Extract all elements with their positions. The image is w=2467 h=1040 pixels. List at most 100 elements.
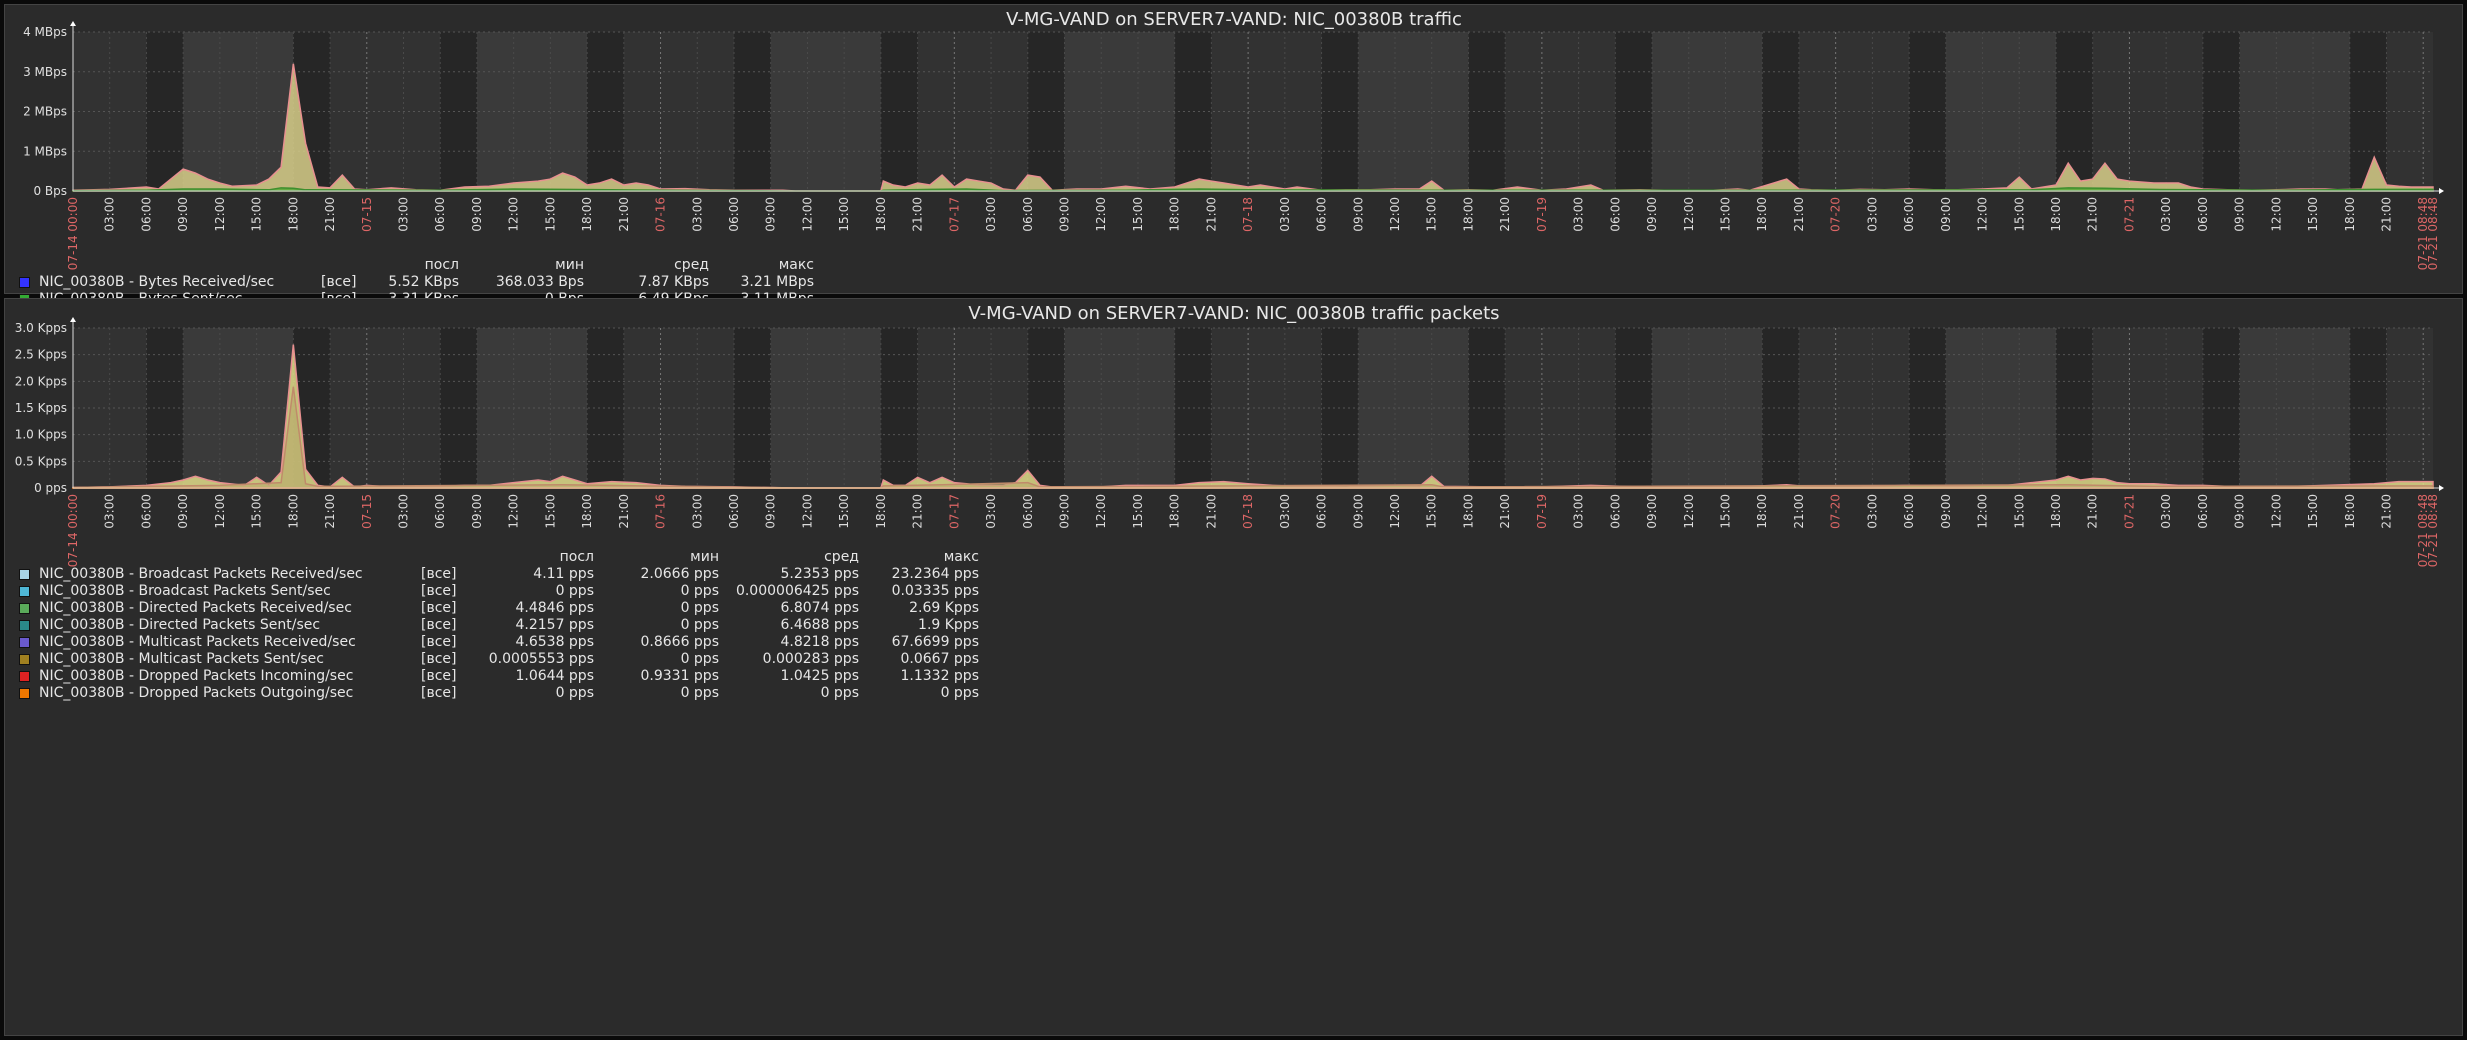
x-hour-label: 12:00: [2269, 494, 2283, 529]
y-tick-label: 0.5 Kpps: [15, 454, 67, 468]
legend-value-last: 4.6538 pps: [515, 634, 594, 650]
x-axis-arrow: [2439, 485, 2444, 491]
x-hour-label: 12:00: [2269, 197, 2283, 232]
legend-scope: [все]: [421, 566, 457, 582]
legend-series-name: NIC_00380B - Broadcast Packets Received/…: [39, 566, 363, 582]
legend-series-name: NIC_00380B - Dropped Packets Outgoing/se…: [39, 685, 354, 701]
x-hour-label: 09:00: [764, 197, 778, 232]
x-hour-label: 15:00: [1131, 494, 1145, 529]
legend-header: посл: [424, 257, 459, 273]
x-hour-label: 15:00: [837, 197, 851, 232]
legend-value-min: 0 pps: [680, 583, 719, 599]
legend-series-name: NIC_00380B - Broadcast Packets Sent/sec: [39, 583, 331, 599]
x-hour-label: 12:00: [507, 197, 521, 232]
x-hour-label: 21:00: [617, 494, 631, 529]
x-hour-label: 09:00: [176, 197, 190, 232]
x-date-label: 07-17: [947, 494, 961, 529]
x-hour-label: 15:00: [837, 494, 851, 529]
x-hour-label: 06:00: [727, 494, 741, 529]
legend-value-min: 0 pps: [680, 600, 719, 616]
x-hour-label: 03:00: [1865, 197, 1879, 232]
x-hour-label: 12:00: [1388, 197, 1402, 232]
y-axis-arrow: [70, 317, 76, 322]
x-hour-label: 21:00: [1792, 494, 1806, 529]
x-hour-label: 09:00: [1057, 197, 1071, 232]
x-hour-label: 03:00: [1572, 197, 1586, 232]
x-hour-label: 18:00: [1755, 197, 1769, 232]
x-hour-label: 15:00: [1131, 197, 1145, 232]
legend-value-avg: 0 pps: [820, 685, 859, 701]
legend-scope: [все]: [421, 600, 457, 616]
x-hour-label: 03:00: [690, 494, 704, 529]
legend-header: макс: [943, 549, 979, 565]
x-hour-label: 12:00: [507, 494, 521, 529]
x-hour-label: 21:00: [323, 494, 337, 529]
x-hour-label: 12:00: [800, 197, 814, 232]
x-hour-label: 15:00: [250, 494, 264, 529]
legend-value-max: 2.69 Kpps: [909, 600, 979, 616]
legend-value-avg: 6.4688 pps: [780, 617, 859, 633]
legend-swatch: [19, 620, 30, 631]
x-date-label: 07-16: [654, 494, 668, 529]
x-hour-label: 21:00: [1204, 494, 1218, 529]
x-hour-label: 06:00: [727, 197, 741, 232]
legend-scope: [все]: [421, 583, 457, 599]
legend-series-name: NIC_00380B - Directed Packets Sent/sec: [39, 617, 321, 633]
x-date-label: 07-15: [360, 197, 374, 232]
legend-series-name: NIC_00380B - Dropped Packets Incoming/se…: [39, 668, 354, 684]
x-hour-label: 15:00: [2012, 494, 2026, 529]
x-hour-label: 12:00: [1682, 494, 1696, 529]
legend-value-last: 1.0644 pps: [515, 668, 594, 684]
legend-value-last: 4.11 pps: [533, 566, 594, 582]
x-hour-label: 12:00: [1682, 197, 1696, 232]
x-date-label: 07-18: [1241, 494, 1255, 529]
legend-series-name: NIC_00380B - Multicast Packets Received/…: [39, 634, 356, 650]
x-hour-label: 03:00: [1572, 494, 1586, 529]
x-hour-label: 12:00: [800, 494, 814, 529]
x-date-label: 07-19: [1535, 494, 1549, 529]
x-hour-label: 03:00: [1278, 197, 1292, 232]
x-hour-label: 18:00: [2049, 197, 2063, 232]
x-hour-label: 15:00: [1425, 197, 1439, 232]
x-hour-label: 03:00: [103, 197, 117, 232]
x-hour-label: 21:00: [1204, 197, 1218, 232]
x-hour-label: 21:00: [2379, 197, 2393, 232]
packets-chart: V-MG-VAND on SERVER7-VAND: NIC_00380B tr…: [15, 303, 2444, 567]
legend-value-max: 0.03335 pps: [891, 583, 979, 599]
x-hour-label: 09:00: [176, 494, 190, 529]
legend-value-max: 0 pps: [940, 685, 979, 701]
y-tick-label: 2.0 Kpps: [15, 374, 67, 388]
y-tick-label: 1.5 Kpps: [15, 401, 67, 415]
legend-scope: [все]: [421, 685, 457, 701]
x-hour-label: 18:00: [1168, 197, 1182, 232]
x-hour-label: 09:00: [1645, 494, 1659, 529]
legend-series-name: NIC_00380B - Multicast Packets Sent/sec: [39, 651, 324, 667]
x-date-label: 07-21 08:48: [2426, 494, 2440, 567]
y-tick-label: 3 MBps: [23, 65, 67, 79]
x-hour-label: 15:00: [543, 494, 557, 529]
x-date-label: 07-15: [360, 494, 374, 529]
series-area: [72, 386, 2434, 489]
legend-value-min: 0 pps: [680, 651, 719, 667]
y-tick-label: 3.0 Kpps: [15, 321, 67, 335]
legend-header: макс: [778, 257, 814, 273]
legend-swatch: [19, 688, 30, 699]
x-date-label: 07-21 08:48: [2416, 197, 2430, 270]
legend-value-min: 0 pps: [680, 685, 719, 701]
legend-value-min: 0.9331 pps: [640, 668, 719, 684]
x-hour-label: 03:00: [690, 197, 704, 232]
x-date-label: 07-16: [654, 197, 668, 232]
legend-header: посл: [559, 549, 594, 565]
x-hour-label: 15:00: [1425, 494, 1439, 529]
legend-value-last: 4.2157 pps: [515, 617, 594, 633]
legend-scope: [все]: [421, 634, 457, 650]
graph-panel-traffic: V-MG-VAND on SERVER7-VAND: NIC_00380B tr…: [4, 4, 2463, 307]
x-hour-label: 03:00: [984, 494, 998, 529]
legend-swatch: [19, 603, 30, 614]
legend-value-last: 4.4846 pps: [515, 600, 594, 616]
y-tick-label: 2 MBps: [23, 105, 67, 119]
x-date-label: 07-21 08:48: [2426, 197, 2440, 270]
x-hour-label: 03:00: [2159, 197, 2173, 232]
x-hour-label: 06:00: [1315, 197, 1329, 232]
y-axis-arrow: [70, 21, 76, 26]
